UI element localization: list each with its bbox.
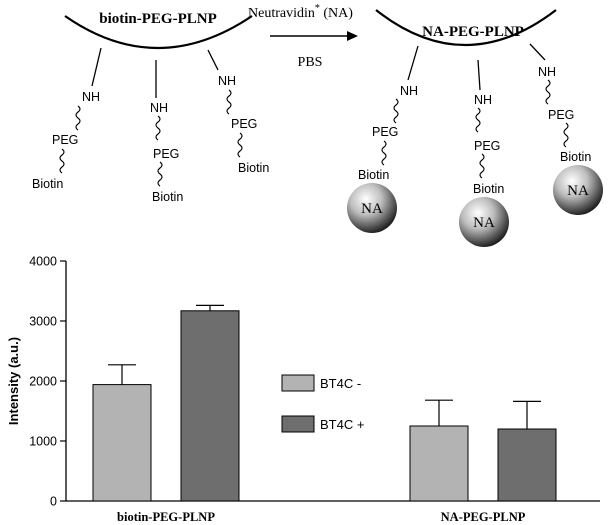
biotin-label: Biotin bbox=[358, 168, 389, 182]
left-particle-label: biotin-PEG-PLNP bbox=[99, 11, 217, 27]
right-particle-surface bbox=[375, 9, 557, 46]
reaction-arrow: Neutravidin* (NA) PBS bbox=[248, 3, 358, 70]
peg-label: PEG bbox=[52, 133, 78, 147]
arrow-bottom-label: PBS bbox=[298, 55, 323, 70]
na-label: NA bbox=[361, 201, 383, 217]
left-particle-surface bbox=[64, 15, 253, 49]
neutravidin-sphere bbox=[459, 197, 509, 247]
peg-label: PEG bbox=[548, 108, 574, 122]
chart-bars: biotin-PEG-PLNP NA-PEG-PLNP bbox=[92, 304, 557, 524]
y-tick-label: 2000 bbox=[29, 375, 57, 389]
right-chain-1: NH PEG Biotin NA bbox=[347, 45, 419, 233]
peg-label: PEG bbox=[231, 117, 257, 131]
legend-label: BT4C - bbox=[320, 376, 361, 391]
y-tick-label: 3000 bbox=[29, 315, 57, 329]
peg-label: PEG bbox=[372, 125, 398, 139]
neutravidin-sphere bbox=[347, 183, 397, 233]
nh-label: NH bbox=[538, 65, 556, 79]
bar-1-1 bbox=[497, 428, 557, 502]
y-tick-label: 0 bbox=[50, 495, 57, 509]
bar-chart: 0 1000 2000 3000 4000 biotin-PEG-PLNP NA-PEG-… bbox=[6, 255, 600, 524]
peg-label: PEG bbox=[474, 139, 500, 153]
legend-label: BT4C + bbox=[320, 417, 364, 432]
right-particle-label: NA-PEG-PLNP bbox=[422, 24, 524, 40]
x-category-label: NA-PEG-PLNP bbox=[441, 510, 526, 524]
left-chain-1: NH PEG Biotin bbox=[32, 47, 102, 191]
nh-label: NH bbox=[82, 90, 100, 104]
nh-label: NH bbox=[474, 93, 492, 107]
biotin-label: Biotin bbox=[32, 177, 63, 191]
right-chain-2: NH PEG Biotin NA bbox=[459, 59, 509, 247]
chart-legend: BT4C - BT4C + bbox=[281, 374, 364, 433]
x-category-label: biotin-PEG-PLNP bbox=[117, 510, 215, 524]
right-chain-3: NH PEG Biotin NA bbox=[529, 43, 603, 215]
bar-0-1 bbox=[180, 310, 240, 502]
na-label: NA bbox=[473, 215, 495, 231]
nh-label: NH bbox=[218, 74, 236, 88]
y-tick-label: 1000 bbox=[29, 435, 57, 449]
chart-axes: 0 1000 2000 3000 4000 bbox=[29, 255, 600, 509]
bar-1-0 bbox=[409, 425, 469, 502]
biotin-label: Biotin bbox=[152, 190, 183, 204]
nh-label: NH bbox=[400, 84, 418, 98]
biotin-label: Biotin bbox=[473, 182, 504, 196]
left-chain-3: NH PEG Biotin bbox=[207, 49, 269, 175]
left-chain-2: NH PEG Biotin bbox=[150, 60, 183, 204]
arrow-top-label: Neutravidin* (NA) bbox=[248, 3, 353, 21]
na-label: NA bbox=[567, 183, 589, 199]
biotin-label: Biotin bbox=[238, 161, 269, 175]
biotin-label: Biotin bbox=[560, 150, 591, 164]
peg-label: PEG bbox=[153, 147, 179, 161]
neutravidin-sphere bbox=[553, 165, 603, 215]
nh-label: NH bbox=[150, 101, 168, 115]
bar-0-0 bbox=[92, 384, 152, 502]
reaction-scheme: biotin-PEG-PLNP NH PEG Biotin NH PEG Bio… bbox=[32, 3, 603, 247]
y-axis-label: Intensity (a.u.) bbox=[6, 337, 21, 425]
y-tick-label: 4000 bbox=[29, 255, 57, 269]
legend-swatch bbox=[281, 415, 315, 433]
legend-swatch bbox=[281, 374, 315, 392]
